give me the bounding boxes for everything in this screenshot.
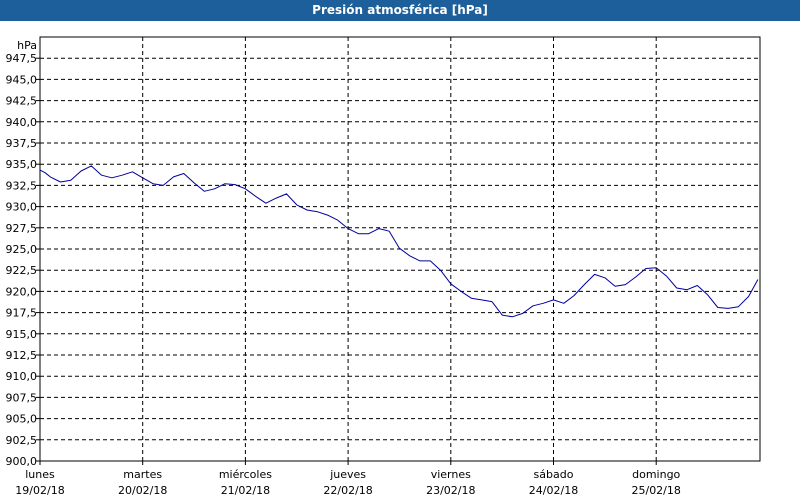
x-tick-day-label: viernes [431,468,471,481]
y-tick-label: 907,5 [6,391,38,404]
x-tick-date-label: 21/02/18 [221,484,270,497]
y-axis-unit-label: hPa [17,39,37,52]
pressure-series-line [39,165,759,318]
y-tick-label: 927,5 [6,222,38,235]
x-tick-date-label: 19/02/18 [15,484,64,497]
y-tick-label: 940,0 [6,116,38,129]
y-tick-label: 937,5 [6,137,38,150]
x-tick-date-label: 23/02/18 [426,484,475,497]
y-tick-label: 917,5 [6,307,38,320]
x-tick-day-label: lunes [25,468,55,481]
y-tick-label: 942,5 [6,95,38,108]
y-tick-label: 920,0 [6,285,38,298]
x-tick-date-label: 24/02/18 [529,484,578,497]
y-tick-label: 910,0 [6,370,38,383]
x-tick-day-label: jueves [329,468,366,481]
x-tick-day-label: domingo [632,468,680,481]
x-tick-date-label: 22/02/18 [323,484,372,497]
y-tick-label: 905,0 [6,413,38,426]
y-tick-label: 900,0 [6,455,38,468]
x-tick-day-label: martes [123,468,162,481]
y-tick-label: 922,5 [6,264,38,277]
y-tick-label: 947,5 [6,52,38,65]
y-tick-label: 930,0 [6,201,38,214]
y-tick-label: 935,0 [6,158,38,171]
y-tick-label: 902,5 [6,434,38,447]
y-tick-label: 932,5 [6,179,38,192]
x-tick-date-label: 20/02/18 [118,484,167,497]
y-tick-label: 915,0 [6,328,38,341]
x-tick-day-label: sábado [534,468,574,481]
y-tick-label: 912,5 [6,349,38,362]
y-tick-label: 925,0 [6,243,38,256]
y-tick-label: 945,0 [6,73,38,86]
chart-title: Presión atmosférica [hPa] [0,0,800,21]
x-tick-date-label: 25/02/18 [631,484,680,497]
x-tick-day-label: miércoles [219,468,272,481]
